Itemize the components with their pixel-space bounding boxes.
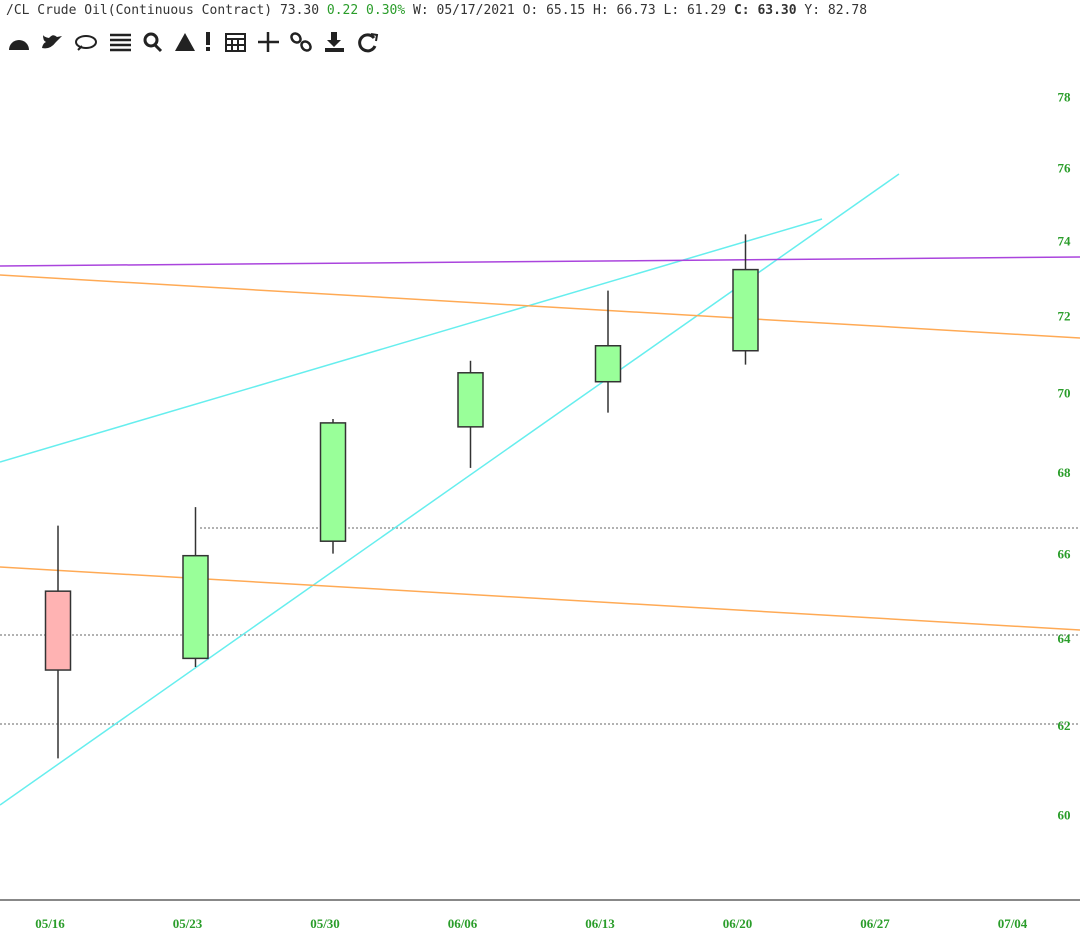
y-tick-label: 60 [1058, 808, 1071, 823]
alert-icon[interactable] [206, 32, 210, 51]
candle-body [319, 422, 347, 542]
y-tick-label: 76 [1058, 160, 1072, 175]
y-tick-label: 74 [1058, 233, 1072, 248]
list-icon[interactable] [110, 33, 131, 52]
trend-line [0, 218, 823, 463]
high-label: H: [593, 3, 609, 18]
x-tick-label: 06/13 [585, 916, 615, 931]
low: 61.29 [686, 3, 727, 18]
twitter-icon[interactable] [42, 35, 62, 49]
y-tick-label: 64 [1058, 631, 1072, 646]
candle-body [594, 345, 622, 383]
open: 65.15 [546, 3, 586, 18]
toolbar [9, 32, 379, 53]
close: 63.30 [757, 3, 797, 18]
open-label: O: [522, 3, 539, 18]
x-tick-label: 06/06 [448, 916, 478, 931]
x-tick-label: 05/23 [173, 916, 203, 931]
low-label: L: [663, 3, 680, 18]
change: 0.22 0.30% [326, 3, 406, 18]
y-tick-label: 62 [1058, 718, 1071, 733]
x-tick-label: 05/30 [310, 916, 340, 931]
trend-line [0, 256, 1080, 267]
y-tick-label: 68 [1058, 465, 1072, 480]
high: 66.73 [616, 3, 656, 18]
quote-header: /CL Crude Oil(Continuous Contract) 73.30… [6, 3, 867, 18]
candle-body [182, 554, 209, 660]
symbol: /CL Crude Oil(Continuous Contract) [6, 3, 273, 18]
refresh-icon[interactable] [358, 33, 379, 53]
y-tick-label: 72 [1058, 308, 1071, 323]
trend-line [0, 566, 1080, 631]
close-label: C: [733, 3, 750, 18]
x-tick-label: 06/27 [860, 916, 890, 931]
x-tick-label: 06/20 [723, 916, 753, 931]
year-label: Y: [804, 3, 821, 18]
drawings [0, 173, 1080, 806]
candle-body [457, 372, 484, 428]
move-icon[interactable] [258, 32, 279, 52]
y-tick-label: 66 [1058, 547, 1072, 562]
year: 82.78 [827, 3, 868, 18]
x-tick-label: 07/04 [998, 916, 1028, 931]
dashboard-icon[interactable] [9, 40, 29, 50]
candle-body [732, 268, 759, 352]
week: W: 05/17/2021 [413, 3, 515, 18]
link-icon[interactable] [290, 32, 313, 53]
comment-icon[interactable] [75, 35, 97, 51]
search-icon[interactable] [143, 32, 163, 53]
calendar-icon[interactable] [225, 33, 246, 52]
trend-line [0, 274, 1080, 339]
x-tick-label: 05/16 [35, 916, 65, 931]
y-tick-label: 70 [1058, 386, 1071, 401]
download-icon[interactable] [325, 32, 344, 52]
trend-line [0, 173, 900, 806]
last: 73.30 [279, 3, 320, 18]
candle-body [44, 590, 72, 671]
triangle-icon[interactable] [175, 33, 195, 51]
y-tick-label: 78 [1058, 89, 1072, 104]
